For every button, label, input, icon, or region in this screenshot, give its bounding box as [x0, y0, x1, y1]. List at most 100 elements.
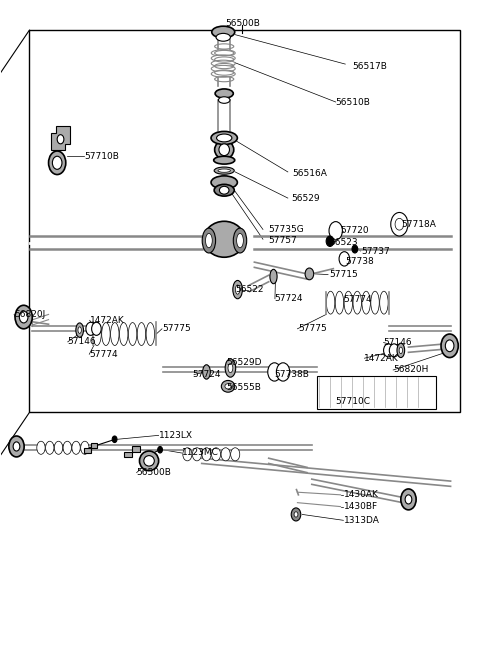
Ellipse shape [110, 323, 119, 345]
Text: 57775: 57775 [162, 324, 191, 333]
Circle shape [339, 252, 349, 266]
Circle shape [445, 340, 454, 352]
Text: 57757: 57757 [269, 236, 298, 245]
Circle shape [395, 218, 404, 230]
Text: 57146: 57146 [68, 337, 96, 346]
Circle shape [352, 245, 358, 253]
Circle shape [92, 322, 101, 335]
Bar [317, 376, 436, 409]
Text: 1472AK: 1472AK [90, 316, 124, 325]
Text: 57710B: 57710B [84, 152, 120, 160]
Circle shape [384, 344, 393, 357]
Ellipse shape [397, 343, 405, 358]
Text: 1472AK: 1472AK [364, 354, 399, 363]
Ellipse shape [233, 280, 242, 299]
Ellipse shape [215, 141, 234, 159]
Ellipse shape [54, 441, 63, 455]
Ellipse shape [120, 323, 128, 345]
Ellipse shape [216, 33, 230, 41]
Polygon shape [84, 443, 97, 453]
Bar [29, 30, 460, 413]
Ellipse shape [399, 347, 403, 354]
Text: 56516A: 56516A [293, 170, 327, 178]
Circle shape [52, 157, 62, 170]
Text: 56500B: 56500B [225, 19, 260, 28]
Ellipse shape [211, 71, 235, 77]
Ellipse shape [211, 132, 238, 145]
Text: 56820J: 56820J [14, 310, 45, 319]
Text: 57146: 57146 [384, 338, 412, 347]
Circle shape [391, 212, 408, 236]
Ellipse shape [205, 233, 212, 248]
Circle shape [268, 363, 281, 381]
Polygon shape [51, 126, 70, 150]
Ellipse shape [218, 97, 230, 103]
Ellipse shape [362, 291, 371, 314]
Circle shape [9, 436, 24, 457]
Text: 57710C: 57710C [336, 397, 371, 406]
Circle shape [305, 268, 314, 280]
Circle shape [294, 512, 298, 517]
Text: 56517B: 56517B [352, 62, 387, 71]
Text: 56522: 56522 [235, 285, 264, 294]
Ellipse shape [211, 60, 235, 67]
Ellipse shape [212, 26, 235, 38]
Circle shape [401, 489, 416, 510]
Text: 56500B: 56500B [137, 468, 171, 477]
Circle shape [86, 322, 96, 335]
Text: 1123MC: 1123MC [181, 449, 218, 457]
Circle shape [157, 447, 162, 453]
Ellipse shape [81, 441, 89, 455]
Ellipse shape [72, 441, 80, 455]
Text: 1430BF: 1430BF [344, 502, 378, 511]
Text: 56523: 56523 [329, 238, 358, 247]
Circle shape [441, 334, 458, 358]
Text: 57774: 57774 [343, 295, 372, 304]
Ellipse shape [225, 384, 231, 389]
Ellipse shape [221, 448, 230, 461]
Circle shape [15, 305, 32, 329]
Text: 57738B: 57738B [275, 370, 309, 379]
Text: 57735G: 57735G [269, 225, 304, 234]
Text: 56510B: 56510B [336, 98, 371, 107]
Text: 1123LX: 1123LX [158, 431, 192, 440]
Ellipse shape [63, 441, 72, 455]
Circle shape [329, 221, 342, 240]
Ellipse shape [76, 323, 84, 337]
Text: 57720: 57720 [340, 226, 369, 235]
Ellipse shape [236, 285, 240, 294]
Ellipse shape [211, 50, 235, 56]
Text: 57718A: 57718A [401, 219, 436, 229]
Ellipse shape [214, 157, 235, 164]
Text: 57724: 57724 [192, 370, 221, 379]
Text: 57774: 57774 [90, 350, 119, 359]
Ellipse shape [221, 381, 235, 392]
Ellipse shape [102, 323, 110, 345]
Circle shape [13, 442, 20, 451]
Ellipse shape [218, 169, 230, 172]
Circle shape [326, 236, 334, 246]
Text: 57775: 57775 [299, 324, 327, 333]
Circle shape [276, 363, 290, 381]
Ellipse shape [219, 186, 229, 194]
Ellipse shape [380, 291, 388, 314]
Ellipse shape [237, 233, 243, 248]
Ellipse shape [128, 323, 137, 345]
Circle shape [291, 508, 301, 521]
Ellipse shape [344, 291, 353, 314]
Ellipse shape [219, 144, 229, 156]
Ellipse shape [78, 327, 81, 333]
Ellipse shape [233, 228, 247, 253]
Ellipse shape [270, 269, 277, 284]
Ellipse shape [231, 448, 240, 461]
Polygon shape [124, 447, 141, 457]
Text: 57738: 57738 [345, 257, 374, 266]
Text: 56555B: 56555B [227, 383, 262, 392]
Text: 56529: 56529 [292, 195, 320, 203]
Ellipse shape [326, 291, 335, 314]
Ellipse shape [371, 291, 379, 314]
Ellipse shape [216, 134, 232, 142]
Text: 56820H: 56820H [393, 365, 429, 375]
Text: 57737: 57737 [361, 246, 390, 255]
Circle shape [57, 135, 64, 144]
